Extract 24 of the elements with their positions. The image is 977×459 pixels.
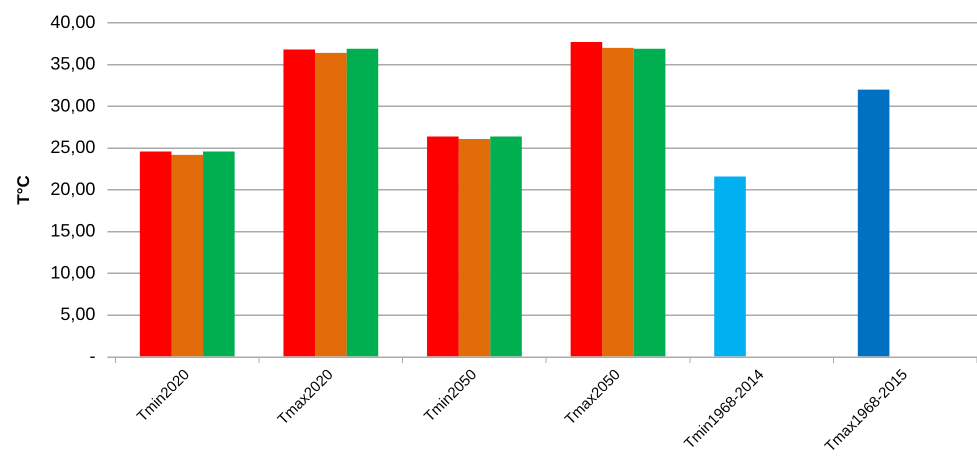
- y-tick-label: 10,00: [50, 262, 96, 282]
- y-tick-label: 30,00: [50, 95, 96, 116]
- bar: [602, 48, 634, 356]
- bar: [346, 48, 378, 356]
- y-axis-title: T°C: [14, 175, 33, 205]
- bar: [140, 151, 172, 356]
- bar: [458, 138, 490, 356]
- bar: [490, 136, 522, 356]
- bar: [570, 42, 602, 356]
- bar: [858, 90, 890, 356]
- y-tick-label: 25,00: [50, 137, 96, 158]
- bar: [427, 136, 459, 356]
- bar: [634, 48, 666, 356]
- bar: [203, 151, 235, 356]
- y-tick-label: -: [89, 346, 96, 366]
- y-tick-label: 15,00: [50, 220, 96, 241]
- bar: [283, 50, 316, 356]
- y-tick-label: 35,00: [50, 54, 96, 74]
- y-tick-label: 5,00: [60, 304, 96, 324]
- bar: [171, 154, 204, 356]
- y-tick-label: 40,00: [50, 12, 96, 32]
- y-tick-label: 20,00: [50, 178, 96, 199]
- bar: [315, 52, 347, 356]
- bar: [714, 176, 746, 356]
